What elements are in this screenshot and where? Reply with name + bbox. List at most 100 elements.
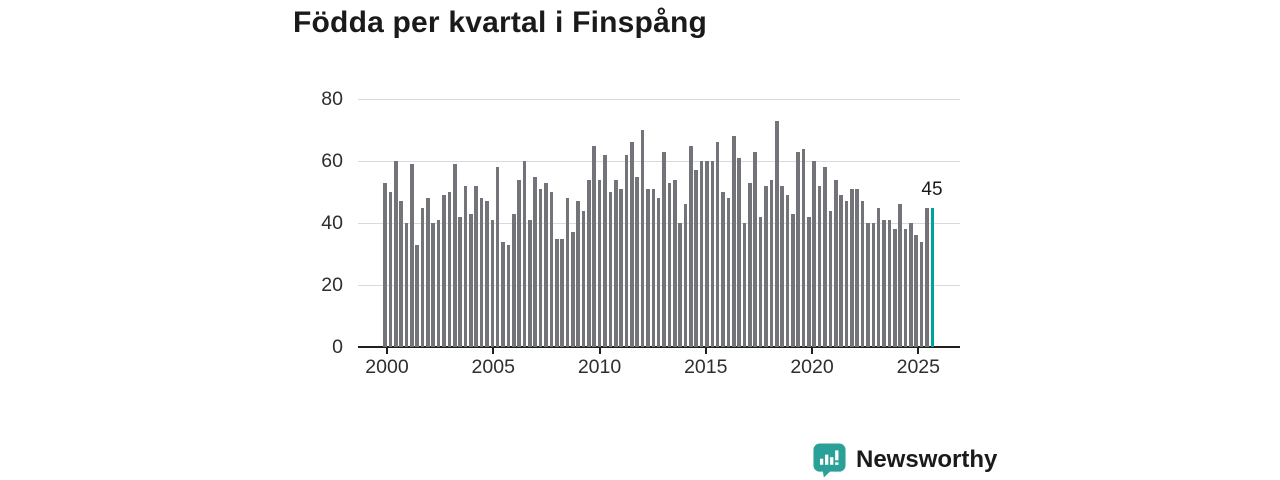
bar	[463, 185, 468, 347]
bar	[662, 151, 666, 347]
bar	[619, 188, 623, 347]
bar	[415, 244, 419, 347]
bar	[705, 161, 709, 347]
bar	[715, 142, 720, 347]
x-axis-tick-label: 2015	[684, 356, 728, 378]
bar-highlight-latest-quarter	[930, 207, 935, 347]
bar	[903, 229, 908, 347]
bar	[721, 192, 725, 347]
plot-area: 45 0 20 40 60 80 2000 2005 2010 2015 2020 2025	[321, 88, 960, 378]
bar	[560, 238, 564, 347]
bar	[812, 161, 817, 347]
gridline-y-80	[358, 98, 960, 100]
bar	[796, 151, 800, 347]
x-axis-tick-mark	[704, 348, 707, 354]
bar	[876, 207, 881, 347]
bar	[538, 188, 543, 347]
bar	[442, 195, 446, 347]
bar	[511, 213, 516, 347]
bar	[597, 179, 602, 347]
chart-title: Födda per kvartal i Finspång	[293, 6, 708, 39]
x-axis-tick-mark	[598, 348, 601, 354]
bar	[420, 207, 425, 347]
bar	[871, 223, 876, 347]
bar	[592, 145, 597, 347]
bar	[469, 213, 473, 347]
bar	[791, 213, 795, 347]
bar	[393, 161, 398, 347]
bar	[426, 198, 430, 347]
bar	[694, 170, 699, 347]
bar	[630, 142, 634, 347]
bar	[581, 210, 586, 347]
bar	[506, 244, 511, 347]
bar	[887, 219, 892, 347]
bar	[383, 182, 387, 347]
bar	[565, 198, 570, 347]
bar	[656, 198, 661, 347]
bar	[833, 179, 838, 347]
bar	[699, 161, 704, 347]
highlight-value-label: 45	[921, 179, 943, 200]
bar	[710, 161, 715, 347]
bar	[624, 154, 629, 347]
x-axis-tick-label: 2000	[365, 356, 409, 378]
x-axis-tick-mark	[386, 348, 388, 354]
bar	[447, 192, 452, 347]
bar	[914, 235, 919, 347]
bar	[807, 216, 811, 347]
bar	[785, 195, 790, 347]
bar	[764, 185, 768, 347]
bar	[844, 201, 849, 347]
bar	[436, 219, 441, 347]
x-axis-tick-mark	[811, 348, 814, 354]
bar	[533, 176, 538, 347]
bar	[458, 216, 462, 347]
newsworthy-bubble-icon	[812, 442, 847, 478]
bar	[774, 120, 779, 347]
bar	[646, 188, 650, 347]
bar	[855, 188, 859, 347]
bar	[828, 210, 833, 347]
bar	[431, 223, 436, 347]
bar	[860, 201, 865, 347]
bar	[726, 198, 731, 347]
bar	[608, 192, 613, 347]
bar	[817, 185, 822, 347]
bar	[737, 157, 741, 347]
bar	[731, 136, 736, 347]
bar	[410, 164, 414, 347]
bar	[517, 179, 521, 347]
bar	[404, 223, 409, 347]
bar	[549, 192, 554, 347]
bar	[683, 204, 688, 347]
bar	[495, 167, 500, 347]
bar	[485, 201, 489, 347]
bar	[839, 195, 843, 347]
bar	[882, 219, 886, 347]
bar	[635, 176, 639, 347]
bar	[651, 188, 656, 347]
bar	[667, 182, 672, 347]
bar	[640, 130, 645, 347]
newsworthy-logo: Newsworthy	[812, 442, 997, 478]
y-axis-tick-label: 60	[321, 150, 343, 172]
y-axis-tick-label: 20	[321, 274, 343, 296]
bar	[769, 179, 774, 347]
bar	[748, 182, 752, 347]
bar	[689, 145, 693, 347]
bar	[479, 198, 484, 347]
bar	[672, 179, 677, 347]
bar	[780, 185, 784, 347]
bar	[866, 223, 870, 347]
bar	[603, 154, 607, 347]
bar	[742, 223, 747, 347]
bar	[571, 232, 575, 347]
bar	[501, 241, 505, 347]
bar	[919, 241, 924, 347]
x-axis-tick-mark	[917, 348, 920, 354]
bar	[753, 151, 758, 347]
bar	[909, 223, 913, 347]
bar	[613, 179, 618, 347]
